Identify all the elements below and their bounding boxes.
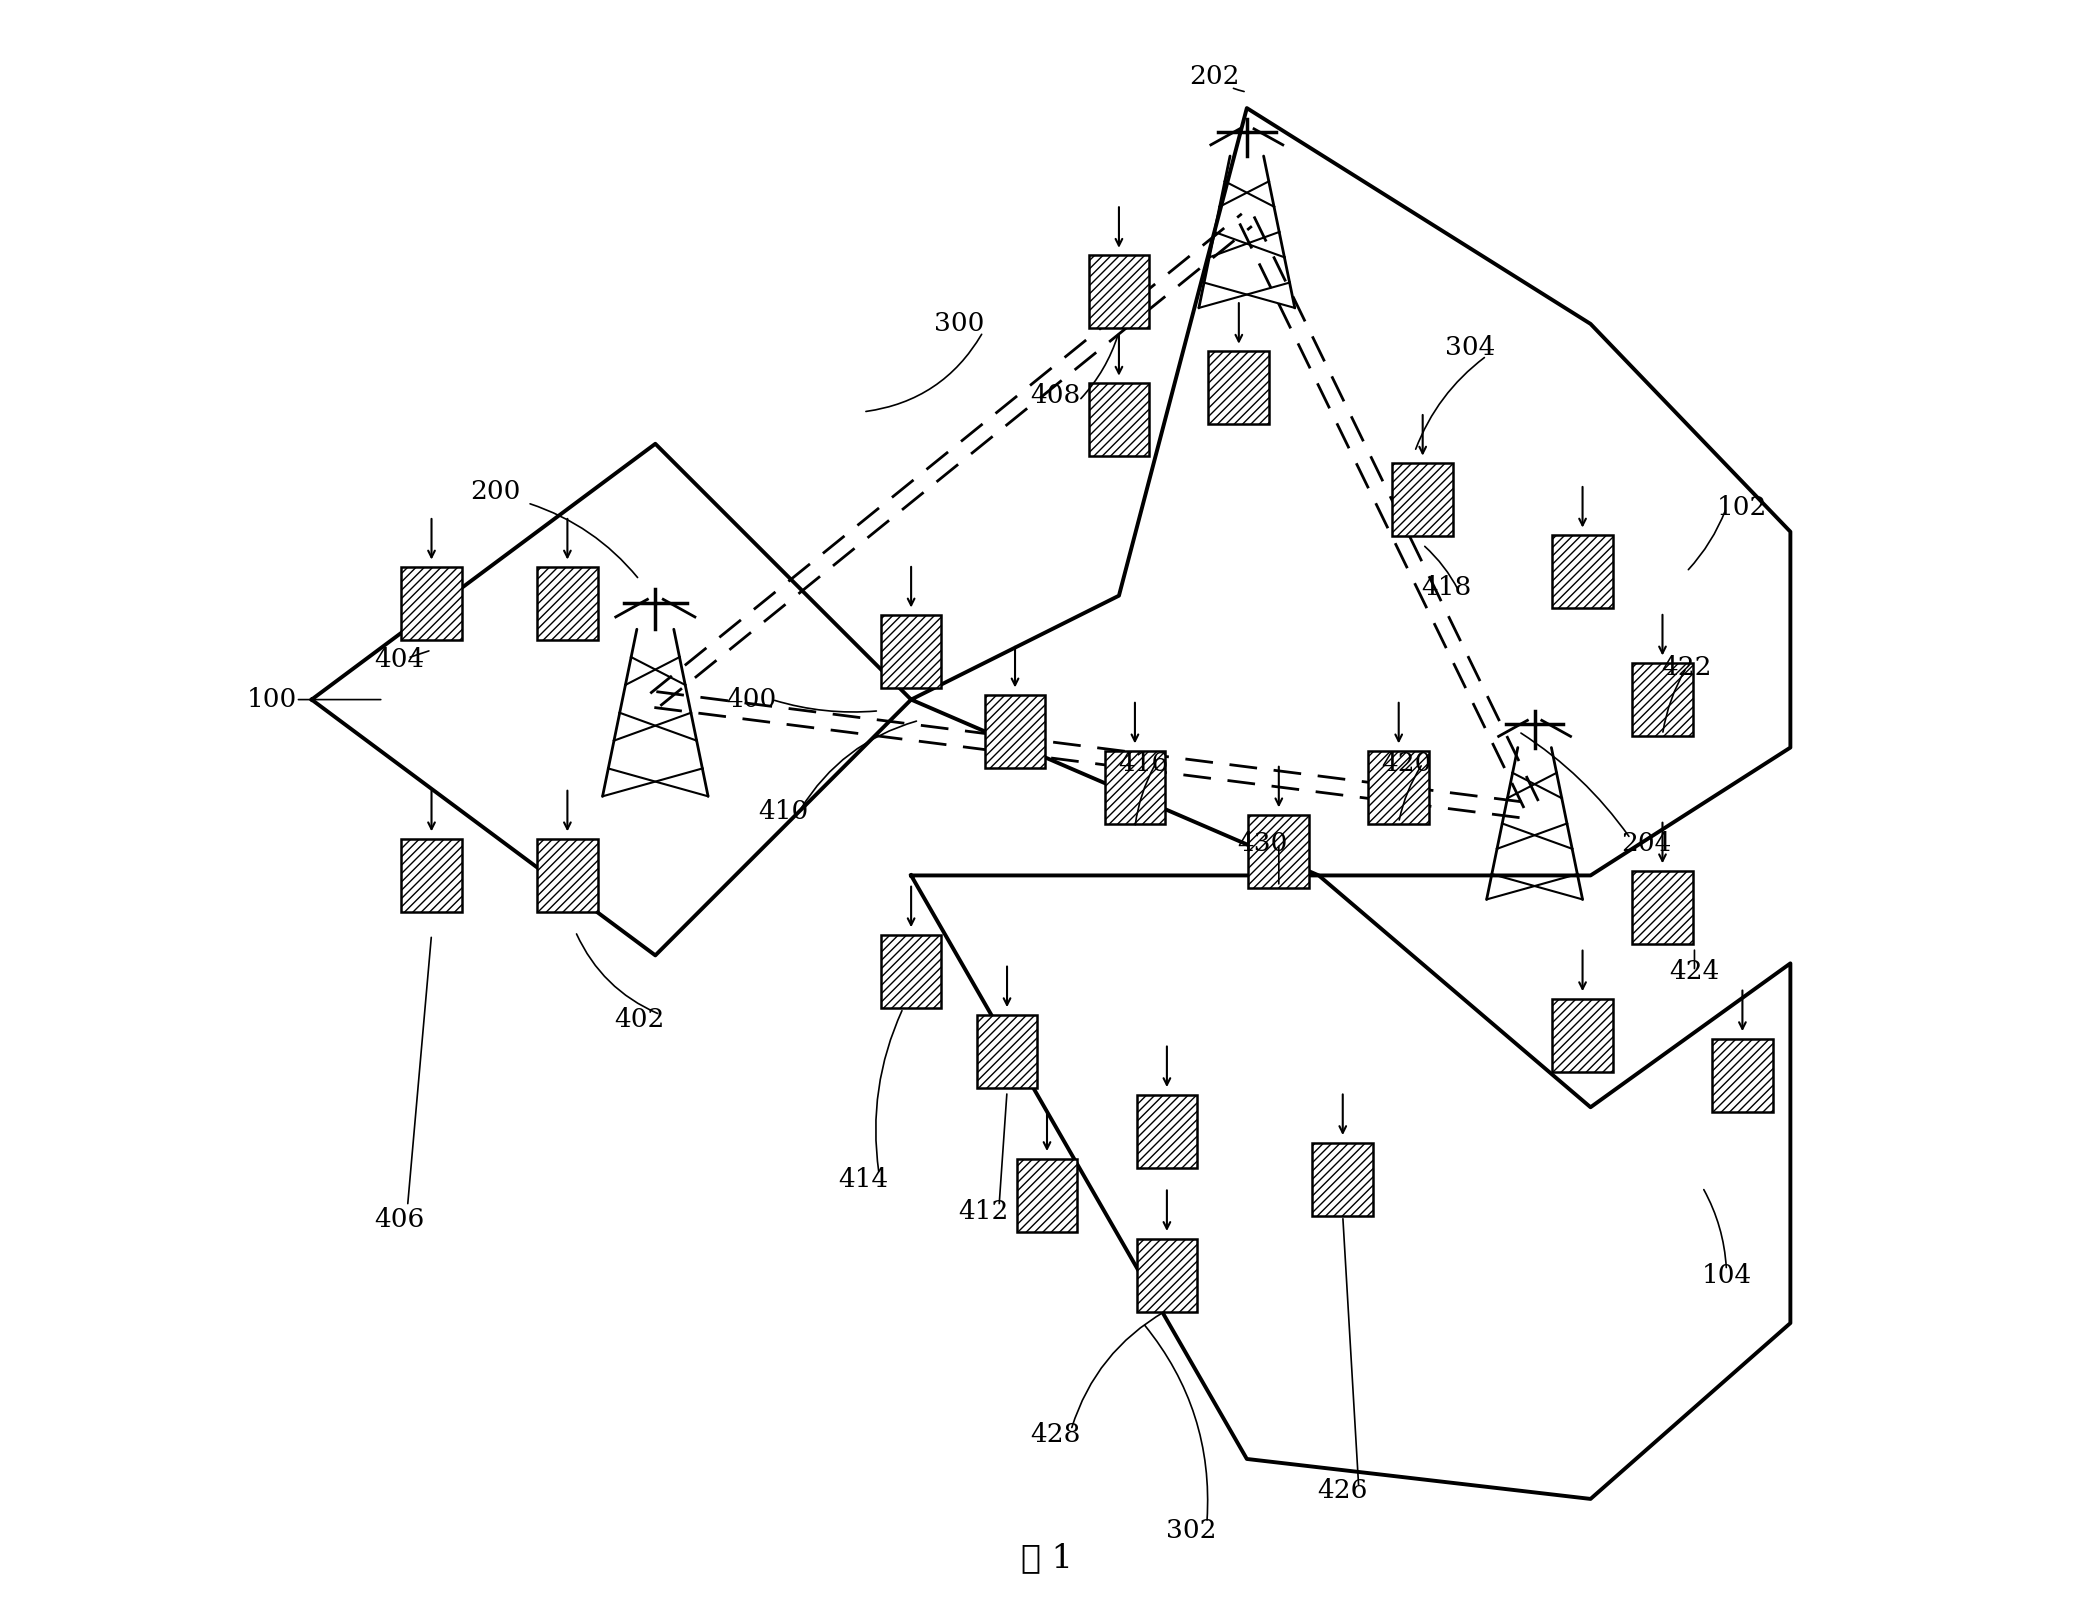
Bar [1208,352,1269,424]
Bar [536,839,597,911]
Text: 102: 102 [1717,495,1767,521]
Bar [882,935,942,1008]
Bar [882,935,942,1008]
Bar [1367,750,1428,824]
Bar [882,615,942,688]
Bar [1137,1239,1198,1311]
Bar [1208,352,1269,424]
Text: 412: 412 [957,1199,1007,1223]
Bar [1137,1239,1198,1311]
Bar [1089,256,1150,328]
Polygon shape [312,444,911,956]
Bar [402,839,463,911]
Bar [1552,1000,1612,1072]
Bar [536,839,597,911]
Text: 420: 420 [1382,750,1432,776]
Polygon shape [911,876,1790,1499]
Text: 404: 404 [375,648,425,672]
Bar [1552,535,1612,607]
Text: 100: 100 [247,688,297,712]
Bar [976,1016,1037,1088]
Bar [1089,384,1150,456]
Bar [402,839,463,911]
Bar [984,696,1045,768]
Bar [402,567,463,640]
Text: 202: 202 [1189,64,1240,88]
Bar [1631,871,1692,943]
Text: 410: 410 [758,799,808,824]
Bar [1089,384,1150,456]
Text: 408: 408 [1030,384,1081,408]
Bar [1104,750,1164,824]
Bar [984,696,1045,768]
Bar [1248,815,1309,889]
Text: 414: 414 [838,1167,888,1192]
Polygon shape [911,108,1790,876]
Bar [1393,463,1453,537]
Bar [536,567,597,640]
Bar [1313,1143,1374,1215]
Bar [1367,750,1428,824]
Bar [536,567,597,640]
Text: 418: 418 [1422,575,1472,599]
Text: 430: 430 [1238,831,1288,857]
Bar [1016,1159,1078,1231]
Bar [1137,1094,1198,1168]
Text: 104: 104 [1700,1263,1751,1287]
Text: 300: 300 [934,312,984,336]
Bar [1631,664,1692,736]
Bar [1016,1159,1078,1231]
Text: 304: 304 [1445,336,1495,360]
Bar [1313,1143,1374,1215]
Bar [1713,1038,1774,1112]
Bar [1248,815,1309,889]
Bar [1631,664,1692,736]
Text: 200: 200 [471,479,521,505]
Bar [1089,256,1150,328]
Bar [1631,871,1692,943]
Text: 426: 426 [1317,1478,1367,1504]
Text: 424: 424 [1669,959,1719,983]
Text: 402: 402 [614,1008,664,1032]
Bar [1713,1038,1774,1112]
Bar [976,1016,1037,1088]
Bar [1552,1000,1612,1072]
Text: 204: 204 [1621,831,1671,857]
Text: 416: 416 [1118,750,1168,776]
Text: 302: 302 [1166,1519,1217,1543]
Bar [402,567,463,640]
Bar [1552,535,1612,607]
Text: 400: 400 [727,688,777,712]
Bar [1393,463,1453,537]
Text: 422: 422 [1661,656,1711,680]
Bar [882,615,942,688]
Text: 406: 406 [375,1207,425,1231]
Bar [1104,750,1164,824]
Text: 图 1: 图 1 [1022,1543,1072,1575]
Text: 428: 428 [1030,1422,1081,1448]
Bar [1137,1094,1198,1168]
